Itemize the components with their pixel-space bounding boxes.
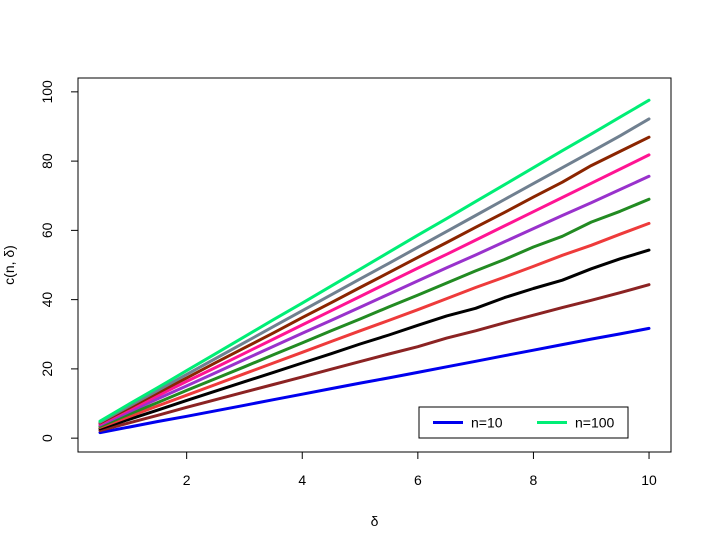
y-tick-label: 60 [39,222,55,238]
series-line-8 [98,135,651,425]
legend-label-n100: n=100 [575,415,615,431]
series-line-5 [98,197,651,428]
series-line-1 [98,326,651,435]
series-line-7 [98,153,651,426]
y-axis-title: c(n, δ) [1,245,17,285]
x-axis-title: δ [371,513,379,529]
series-lines [98,98,651,435]
y-axis: 0 20 40 60 80 100 [39,80,79,442]
x-tick-label: 10 [641,472,657,488]
legend: n=10 n=100 [418,406,629,439]
series-line-4 [98,221,651,429]
series-line-6 [98,174,651,427]
series-line-3 [98,248,651,431]
x-tick-label: 4 [298,472,306,488]
legend-label-n10: n=10 [471,415,503,431]
x-axis: 2 4 6 8 10 [183,451,657,488]
x-tick-label: 6 [414,472,422,488]
y-tick-label: 40 [39,292,55,308]
x-tick-label: 8 [530,472,538,488]
y-tick-label: 100 [39,80,55,104]
y-tick-label: 80 [39,153,55,169]
series-line-9 [98,117,651,424]
y-tick-label: 0 [39,434,55,442]
y-tick-label: 20 [39,361,55,377]
x-tick-label: 2 [183,472,191,488]
series-line-2 [98,283,651,432]
series-line-10 [98,98,651,423]
